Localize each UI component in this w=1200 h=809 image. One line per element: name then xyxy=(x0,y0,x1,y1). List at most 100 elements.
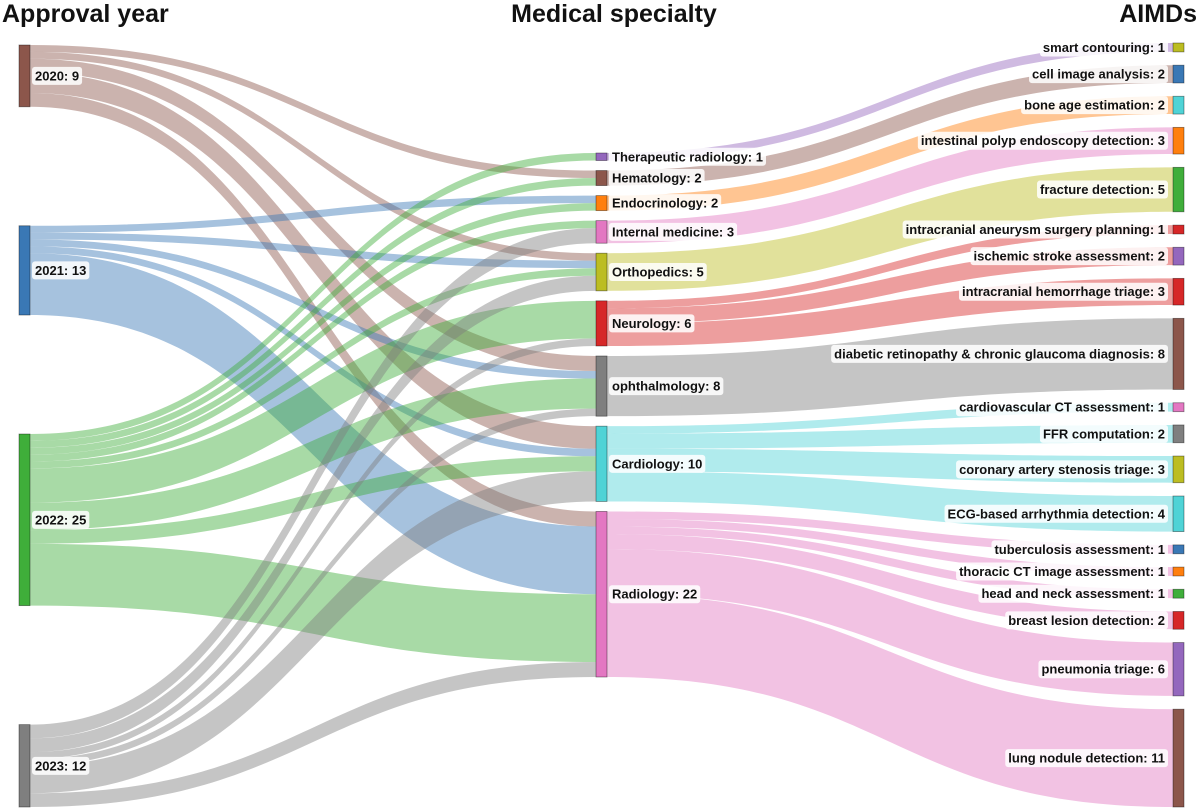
label-y2021: 2021: 13 xyxy=(35,263,86,278)
label-card: Cardiology: 10 xyxy=(612,456,702,471)
label-endo: Endocrinology: 2 xyxy=(612,196,718,211)
node-frac xyxy=(1172,166,1185,213)
label-bg-endo xyxy=(609,194,722,213)
link-y2020-opht xyxy=(30,58,596,372)
label-pneu: pneumonia triage: 6 xyxy=(1041,662,1165,677)
link-y2020-card xyxy=(30,72,596,449)
node-ecg xyxy=(1172,495,1185,532)
node-y2020 xyxy=(18,44,31,108)
node-breast xyxy=(1172,611,1185,630)
node-lung xyxy=(1172,708,1185,808)
link-y2022-radi xyxy=(30,543,596,662)
link-y2020-hema xyxy=(30,45,596,179)
node-polyp xyxy=(1172,126,1185,155)
label-bg-intm xyxy=(609,222,738,241)
node-thor xyxy=(1172,566,1185,577)
link-y2021-endo xyxy=(30,195,596,233)
link-neur-aneur xyxy=(607,225,1173,309)
link-y2021-opht xyxy=(30,239,596,379)
node-cell xyxy=(1172,64,1185,84)
label-y2022: 2022: 25 xyxy=(35,512,86,527)
node-ther xyxy=(595,152,608,161)
label-ther: Therapeutic radiology: 1 xyxy=(612,149,763,164)
label-cvct: cardiovascular CT assessment: 1 xyxy=(959,400,1165,415)
link-hema-cell xyxy=(607,65,1173,186)
node-card xyxy=(595,425,608,502)
node-endo xyxy=(595,195,608,212)
label-ecg: ECG-based arrhythmia detection: 4 xyxy=(948,506,1166,521)
link-intm-polyp xyxy=(607,127,1173,244)
label-bg-hema xyxy=(609,169,705,188)
link-y2021-radi xyxy=(30,253,596,595)
label-bg-ther xyxy=(609,147,766,166)
label-y2020: 2020: 9 xyxy=(35,68,79,83)
link-y2022-endo xyxy=(30,203,596,455)
label-bg-cvct xyxy=(956,398,1168,417)
label-bg-orth xyxy=(609,263,707,282)
label-bg-cell xyxy=(1029,65,1168,84)
link-y2022-card xyxy=(30,456,596,544)
label-bone: bone age estimation: 2 xyxy=(1024,98,1165,113)
label-bg-isch xyxy=(970,247,1168,266)
label-bg-diab xyxy=(831,344,1168,363)
label-intm: Internal medicine: 3 xyxy=(612,224,734,239)
label-diab: diabetic retinopathy & chronic glaucoma … xyxy=(834,346,1165,361)
link-y2023-radi xyxy=(30,661,596,807)
node-bone xyxy=(1172,95,1185,115)
link-y2021-orth xyxy=(30,232,596,269)
label-bg-polyp xyxy=(917,131,1168,150)
link-radi-pneu xyxy=(607,549,1173,696)
label-bg-pneu xyxy=(1038,660,1168,679)
label-bg-card xyxy=(609,454,706,473)
label-head: head and neck assessment: 1 xyxy=(981,586,1165,601)
link-radi-breast xyxy=(607,534,1173,630)
link-y2022-neur xyxy=(30,300,596,503)
node-hemo xyxy=(1172,277,1185,306)
node-tb xyxy=(1172,544,1185,555)
link-y2022-intm xyxy=(30,220,596,462)
label-bg-ffr xyxy=(1039,424,1168,443)
label-y2023: 2023: 12 xyxy=(35,758,86,773)
node-ffr xyxy=(1172,424,1185,444)
label-polyp: intestinal polyp endoscopy detection: 3 xyxy=(921,133,1165,148)
label-bg-y2023 xyxy=(32,756,90,775)
header-aimds: AIMDs xyxy=(1119,0,1197,28)
link-card-ffr xyxy=(607,424,1173,449)
label-opht: ophthalmology: 8 xyxy=(612,379,720,394)
label-breast: breast lesion detection: 2 xyxy=(1008,613,1165,628)
link-y2023-neur xyxy=(30,338,596,759)
label-bg-opht xyxy=(609,377,724,396)
link-y2022-orth xyxy=(30,268,596,469)
label-tb: tuberculosis assessment: 1 xyxy=(994,542,1165,557)
link-y2022-hema xyxy=(30,178,596,448)
node-isch xyxy=(1172,246,1185,266)
node-radi xyxy=(595,511,608,678)
node-orth xyxy=(595,252,608,292)
node-diab xyxy=(1172,317,1185,390)
link-ther-smart xyxy=(607,43,1173,161)
label-bg-head xyxy=(978,584,1168,603)
link-neur-isch xyxy=(607,247,1173,324)
label-bg-thor xyxy=(956,562,1168,581)
node-opht xyxy=(595,355,608,417)
label-bg-neur xyxy=(609,314,695,333)
link-y2023-intm xyxy=(30,228,596,739)
label-bg-steno xyxy=(956,460,1168,479)
node-y2023 xyxy=(18,724,31,808)
label-bg-bone xyxy=(1021,96,1168,115)
label-bg-frac xyxy=(1037,180,1168,199)
link-orth-frac xyxy=(607,167,1173,291)
link-endo-bone xyxy=(607,96,1173,211)
label-hema: Hematology: 2 xyxy=(612,171,702,186)
label-orth: Orthopedics: 5 xyxy=(612,265,704,280)
label-bg-smart xyxy=(1039,38,1168,57)
node-head xyxy=(1172,588,1185,599)
node-cvct xyxy=(1172,402,1185,413)
node-y2022 xyxy=(18,433,31,607)
node-steno xyxy=(1172,455,1185,484)
label-aneur: intracranial aneurysm surgery planning: … xyxy=(906,222,1165,237)
label-neur: Neurology: 6 xyxy=(612,316,691,331)
label-bg-aneur xyxy=(902,220,1168,239)
node-pneu xyxy=(1172,642,1185,697)
